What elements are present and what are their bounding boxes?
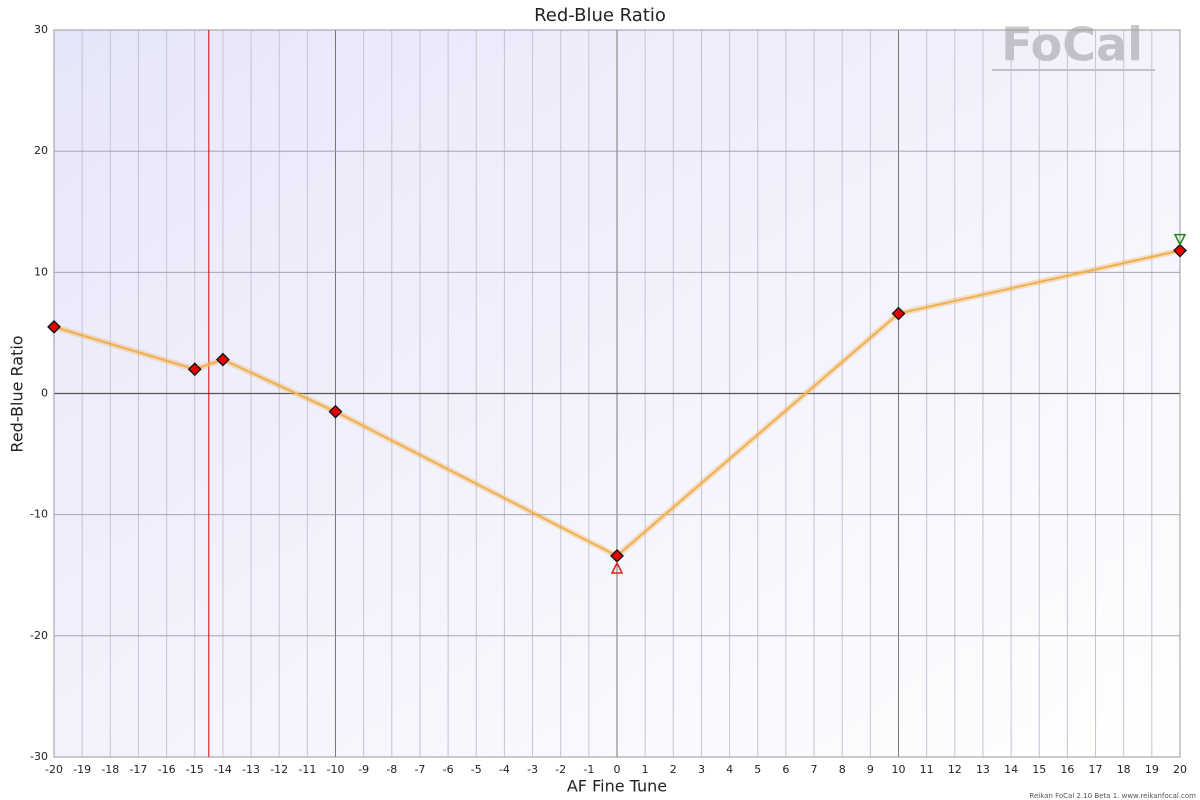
x-tick-label: 12 <box>948 763 962 776</box>
x-tick-label: -8 <box>386 763 397 776</box>
footer: Reikan FoCal 2.10 Beta 1. www.reikanfoca… <box>1029 792 1196 800</box>
y-tick-label: 30 <box>34 23 48 36</box>
data-point <box>891 306 906 321</box>
x-tick-label: 5 <box>754 763 761 776</box>
x-tick-label: 17 <box>1089 763 1103 776</box>
y-axis-label: Red-Blue Ratio <box>8 335 27 452</box>
data-point <box>328 404 343 419</box>
x-tick-label: -4 <box>499 763 510 776</box>
x-tick-label: -11 <box>298 763 316 776</box>
x-tick-label: -6 <box>443 763 454 776</box>
y-tick-label: 20 <box>34 144 48 157</box>
x-tick-label: 3 <box>698 763 705 776</box>
x-tick-label: 19 <box>1145 763 1159 776</box>
x-tick-label: 11 <box>920 763 934 776</box>
x-tick-label: -19 <box>73 763 91 776</box>
y-tick-label: 0 <box>41 387 48 400</box>
x-tick-label: -12 <box>270 763 288 776</box>
x-tick-label: 2 <box>670 763 677 776</box>
x-tick-label: 8 <box>839 763 846 776</box>
x-tick-label: 7 <box>811 763 818 776</box>
data-point <box>47 319 61 334</box>
plot-border <box>53 29 1181 758</box>
y-tick-label: -20 <box>30 629 48 642</box>
y-tick-label: 10 <box>34 265 48 278</box>
x-tick-label: 9 <box>867 763 874 776</box>
x-tick-label: -20 <box>45 763 63 776</box>
x-tick-label: 14 <box>1004 763 1018 776</box>
x-tick-label: -13 <box>242 763 260 776</box>
x-tick-label: -15 <box>186 763 204 776</box>
x-tick-label: -3 <box>527 763 538 776</box>
x-axis-label: AF Fine Tune <box>567 777 667 796</box>
min-marker <box>610 561 624 574</box>
logo: FoCal <box>992 18 1155 72</box>
logo-text: FoCal <box>1001 18 1143 72</box>
x-tick-label: 4 <box>726 763 733 776</box>
chart-title: Red-Blue Ratio <box>534 5 666 26</box>
x-tick-label: -2 <box>555 763 566 776</box>
x-tick-label: 16 <box>1060 763 1074 776</box>
x-tick-label: 15 <box>1032 763 1046 776</box>
x-tick-label: 1 <box>642 763 649 776</box>
x-tick-label: 6 <box>782 763 789 776</box>
x-tick-label: 13 <box>976 763 990 776</box>
max-marker <box>1173 233 1187 247</box>
x-tick-label: -16 <box>158 763 176 776</box>
data-point <box>187 362 202 377</box>
x-tick-label: -10 <box>327 763 345 776</box>
x-tick-label: -5 <box>471 763 482 776</box>
y-tick-label: -10 <box>30 508 48 521</box>
x-tick-label: -18 <box>101 763 119 776</box>
x-tick-label: -14 <box>214 763 232 776</box>
data-point <box>215 352 230 367</box>
data-point <box>1173 243 1187 258</box>
x-tick-label: -9 <box>358 763 369 776</box>
x-tick-label: 10 <box>892 763 906 776</box>
x-tick-label: 20 <box>1173 763 1187 776</box>
x-tick-label: -7 <box>414 763 425 776</box>
x-tick-label: -17 <box>129 763 147 776</box>
x-tick-label: -1 <box>583 763 594 776</box>
x-tick-label: 18 <box>1117 763 1131 776</box>
x-tick-label: 0 <box>614 763 621 776</box>
y-tick-label: -30 <box>30 750 48 763</box>
